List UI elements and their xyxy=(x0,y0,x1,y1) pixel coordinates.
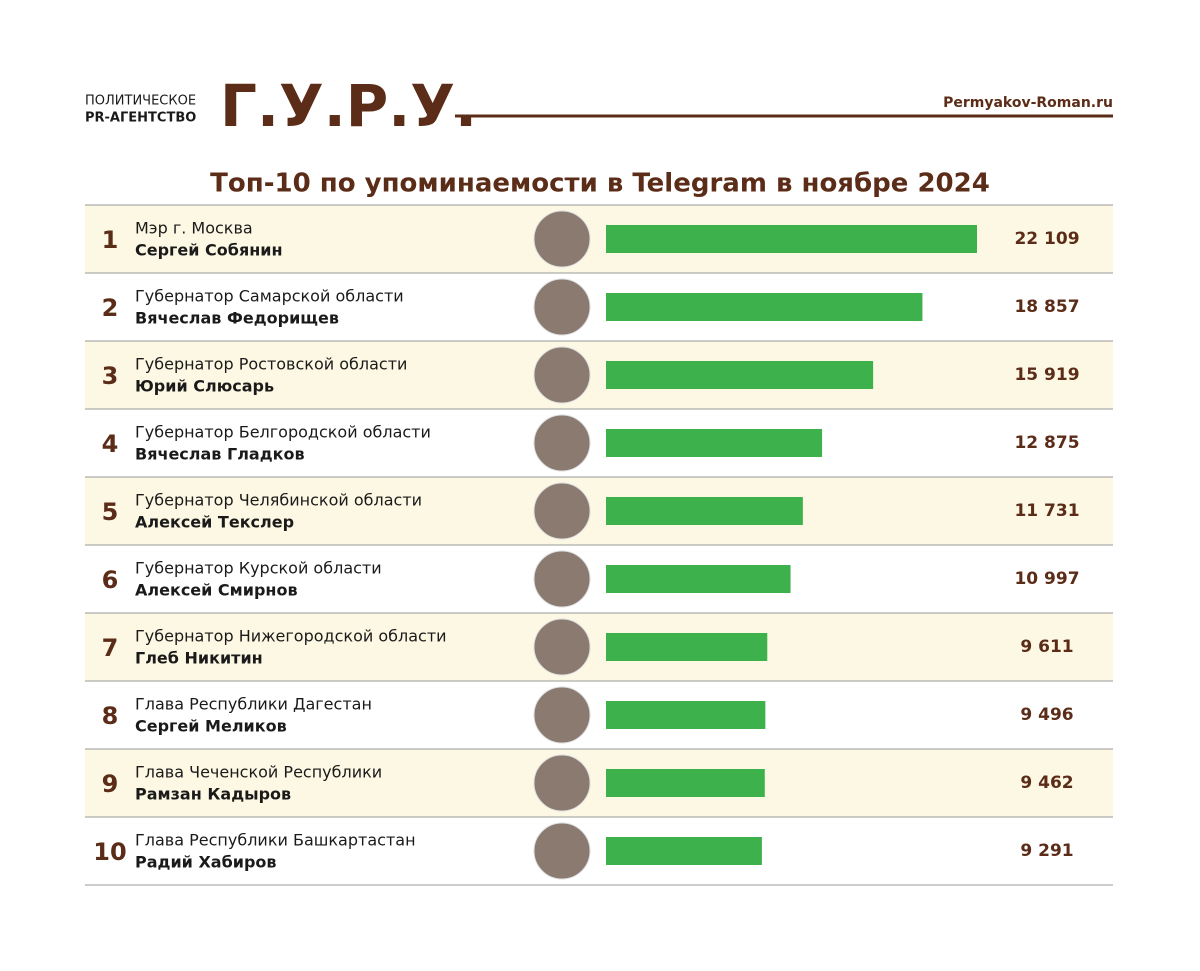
value-label: 22 109 xyxy=(1014,229,1079,249)
name: Алексей Смирнов xyxy=(135,581,298,600)
rank: 10 xyxy=(93,838,126,866)
name: Сергей Собянин xyxy=(135,241,283,260)
chart-title: Топ-10 по упоминаемости в Telegram в ноя… xyxy=(210,169,990,199)
bar xyxy=(606,769,765,797)
brand: Г.У.Р.У. xyxy=(220,72,477,140)
rank: 6 xyxy=(102,566,119,594)
rank: 8 xyxy=(102,702,119,730)
bar xyxy=(606,633,768,661)
portrait xyxy=(533,754,591,812)
portrait xyxy=(533,822,591,880)
portrait xyxy=(533,414,591,472)
rank: 4 xyxy=(102,430,119,458)
value-label: 9 291 xyxy=(1020,841,1073,861)
position: Мэр г. Москва xyxy=(135,219,253,238)
agency-line: PR-АГЕНТСТВО xyxy=(85,111,196,126)
portrait xyxy=(533,210,591,268)
rank: 9 xyxy=(102,770,119,798)
name: Сергей Меликов xyxy=(135,717,287,736)
name: Рамзан Кадыров xyxy=(135,785,291,804)
bar xyxy=(606,225,977,253)
rank: 5 xyxy=(102,498,119,526)
bar xyxy=(606,701,766,729)
name: Вячеслав Гладков xyxy=(135,445,305,464)
agency-line: ПОЛИТИЧЕСКОЕ xyxy=(85,94,196,109)
name: Алексей Текслер xyxy=(135,513,294,532)
bar xyxy=(606,361,874,389)
bar xyxy=(606,293,923,321)
value-label: 11 731 xyxy=(1014,501,1079,521)
value-label: 9 496 xyxy=(1020,705,1073,725)
position: Губернатор Нижегородской области xyxy=(135,627,447,646)
name: Вячеслав Федорищев xyxy=(135,309,339,328)
portrait xyxy=(533,482,591,540)
value-label: 9 462 xyxy=(1020,773,1073,793)
value-label: 10 997 xyxy=(1014,569,1079,589)
name: Глеб Никитин xyxy=(135,649,263,668)
position: Глава Чеченской Республики xyxy=(135,763,382,782)
row-bg xyxy=(85,613,1113,681)
portrait xyxy=(533,618,591,676)
position: Глава Республики Башкартастан xyxy=(135,831,416,850)
position: Губернатор Ростовской области xyxy=(135,355,407,374)
position: Губернатор Белгородской области xyxy=(135,423,431,442)
rank: 7 xyxy=(102,634,119,662)
row-bg xyxy=(85,749,1113,817)
row-bg xyxy=(85,477,1113,545)
name: Юрий Слюсарь xyxy=(135,377,274,396)
bar xyxy=(606,837,762,865)
position: Губернатор Курской области xyxy=(135,559,382,578)
rank: 3 xyxy=(102,362,119,390)
value-label: 18 857 xyxy=(1014,297,1079,317)
name: Радий Хабиров xyxy=(135,853,277,872)
position: Губернатор Челябинской области xyxy=(135,491,422,510)
value-label: 9 611 xyxy=(1020,637,1073,657)
value-label: 12 875 xyxy=(1014,433,1079,453)
value-label: 15 919 xyxy=(1014,365,1079,385)
portrait xyxy=(533,278,591,336)
bar xyxy=(606,497,803,525)
site: Permyakov-Roman.ru xyxy=(943,95,1113,111)
portrait xyxy=(533,686,591,744)
rank: 2 xyxy=(102,294,119,322)
rank: 1 xyxy=(102,226,119,254)
row-bg xyxy=(85,341,1113,409)
portrait xyxy=(533,346,591,404)
bar xyxy=(606,565,791,593)
bar xyxy=(606,429,823,457)
portrait xyxy=(533,550,591,608)
position: Глава Республики Дагестан xyxy=(135,695,372,714)
position: Губернатор Самарской области xyxy=(135,287,404,306)
